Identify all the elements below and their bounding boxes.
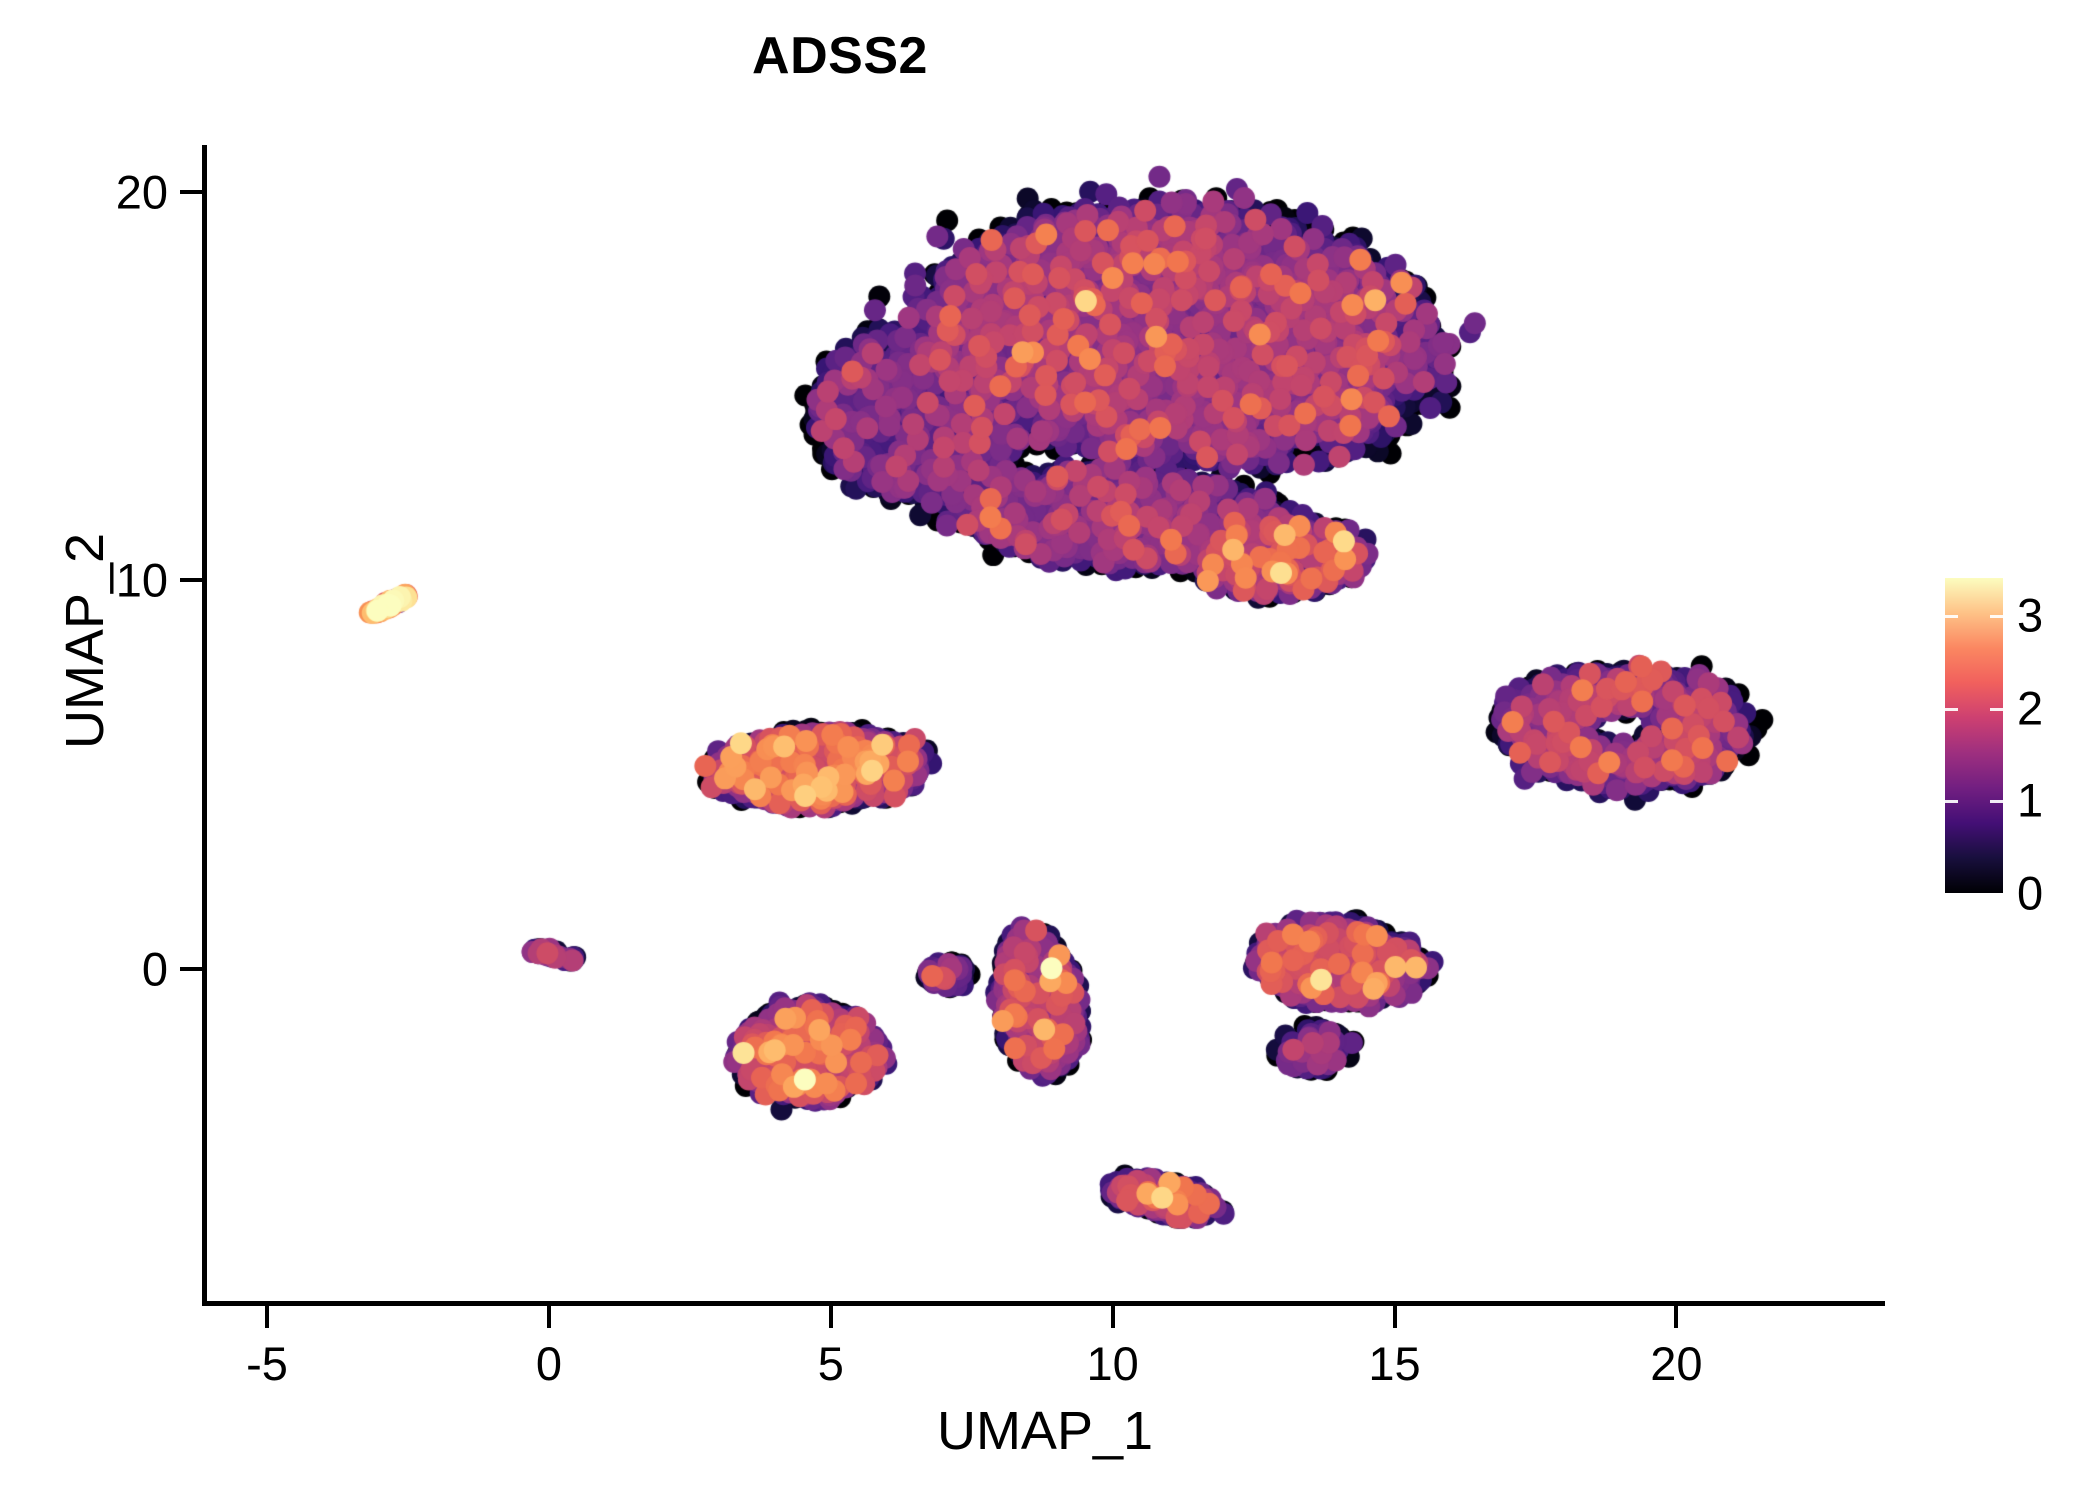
colorbar-tick-mark (1945, 707, 1958, 711)
x-tick-label: -5 (246, 1337, 288, 1390)
colorbar-tick-mark (1945, 800, 1958, 804)
colorbar-tick-mark (1990, 615, 2003, 619)
colorbar-legend: 3 2 1 0 (1945, 578, 2095, 920)
scatter-points-canvas (205, 145, 1885, 1303)
colorbar-tick-mark (1945, 615, 1958, 619)
y-tick-mark (180, 578, 202, 583)
x-tick-mark (1674, 1306, 1679, 1328)
x-axis-label: UMAP_1 (936, 1401, 1154, 1461)
x-axis-line (202, 1301, 1885, 1306)
colorbar-tick-label: 2 (2017, 681, 2044, 735)
x-tick-label: 0 (535, 1337, 562, 1390)
x-tick-mark (828, 1306, 833, 1328)
y-tick-label: 0 (141, 942, 168, 996)
y-tick-mark (180, 189, 202, 194)
scatter-plot-area (205, 145, 1885, 1303)
colorbar-tick-label: 1 (2017, 773, 2044, 827)
page-title: ADSS2 (752, 27, 928, 85)
y-tick-label: 20 (115, 165, 168, 219)
y-tick-mark (180, 966, 202, 971)
y-axis-line (202, 145, 207, 1306)
y-axis-label: UMAP_2 (55, 532, 115, 750)
x-tick-label: 15 (1368, 1337, 1421, 1390)
x-tick-label: 20 (1650, 1337, 1703, 1390)
x-tick-mark (546, 1306, 551, 1328)
x-tick-mark (1392, 1306, 1397, 1328)
colorbar-tick-label: 0 (2017, 866, 2044, 920)
x-tick-label: 10 (1086, 1337, 1139, 1390)
x-tick-mark (265, 1306, 269, 1328)
colorbar-tick-mark (1990, 707, 2003, 711)
x-tick-label: 5 (817, 1337, 844, 1390)
x-tick-mark (1110, 1306, 1115, 1328)
colorbar-tick-label: 3 (2017, 588, 2044, 642)
y-tick-label: 10 (115, 553, 168, 607)
colorbar-gradient (1945, 578, 2003, 893)
colorbar-tick-mark (1990, 800, 2003, 804)
